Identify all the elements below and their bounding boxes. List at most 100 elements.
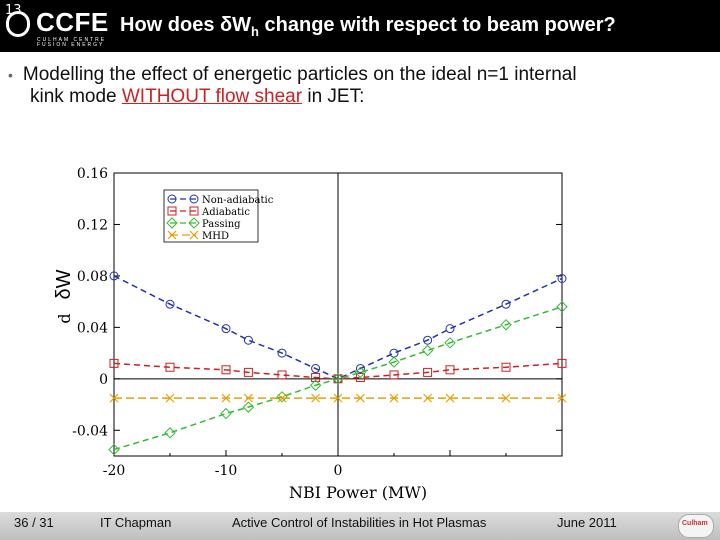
series-mhd-point	[355, 393, 365, 403]
slide-title: How does δWh change with respect to beam…	[120, 14, 716, 39]
y-tick-label: 0	[99, 372, 108, 388]
y-axis-label: δW	[53, 269, 75, 299]
bullet-line-2-pre: kink mode	[30, 86, 122, 108]
plot-frame	[113, 172, 563, 457]
legend-passing-marker-b	[188, 217, 200, 229]
title-subscript: h	[251, 24, 259, 39]
series-mhd-point-b	[311, 393, 321, 403]
series-mhd-point	[557, 393, 567, 403]
slide-header: CCFE CULHAM CENTRE FUSION ENERGY 13 How …	[0, 0, 720, 52]
x-tick-label: -20	[103, 463, 126, 479]
series-passing-line	[113, 306, 563, 451]
series-mhd-point	[243, 393, 253, 403]
footer-logo: Culham	[678, 514, 714, 538]
series-mhd-point-b	[277, 393, 287, 403]
series-adiabatic-line	[113, 362, 563, 380]
legend-non-adiabatic-label: Non-adiabatic	[202, 195, 274, 206]
legend-mhd-marker-b	[167, 230, 177, 240]
series-mhd-point-b	[109, 393, 119, 403]
series-mhd-point-b	[333, 393, 343, 403]
series-non-adiabatic-point	[389, 348, 399, 358]
x-tick-label: 0	[334, 463, 343, 479]
series-mhd-point	[389, 393, 399, 403]
footer-logo-text: Culham	[682, 520, 708, 527]
series-passing-point	[354, 366, 367, 379]
series-adiabatic-point	[311, 373, 321, 383]
series-non-adiabatic-point	[501, 299, 511, 309]
series-mhd-point	[423, 393, 433, 403]
series-mhd-point-b	[423, 393, 433, 403]
series-mhd-point	[165, 393, 175, 403]
legend-adiabatic-marker-b	[189, 206, 199, 216]
series-adiabatic-point	[333, 374, 343, 384]
series-adiabatic-point	[165, 362, 175, 372]
bullet-highlight: WITHOUT flow shear	[121, 86, 303, 108]
series-adiabatic-point	[501, 362, 511, 372]
series-passing-point	[309, 379, 322, 391]
series-mhd-point-b	[389, 393, 399, 403]
legend-non-adiabatic-marker	[167, 194, 177, 204]
series-mhd-point-b	[557, 393, 567, 403]
ccfe-logo: CCFE CULHAM CENTRE FUSION ENERGY	[6, 5, 116, 48]
series-mhd-point	[221, 393, 231, 403]
logo-text: CCFE	[36, 7, 109, 37]
series-non-adiabatic-point	[109, 271, 119, 281]
legend-box	[163, 189, 259, 243]
series-passing-point	[556, 301, 568, 313]
y-tick-label: 0.16	[77, 166, 108, 182]
bullet-line-2-post: in JET:	[302, 86, 365, 108]
series-non-adiabatic-point	[423, 335, 433, 345]
series-passing-point	[332, 373, 344, 385]
footer-talk-title: Active Control of Instabilities in Hot P…	[232, 515, 487, 530]
legend-passing-label: Passing	[202, 219, 241, 230]
series-non-adiabatic-point	[445, 324, 455, 334]
footer-author: IT Chapman	[100, 515, 172, 530]
logo-mark-icon	[6, 11, 30, 37]
series-non-adiabatic-point	[311, 364, 321, 374]
footer-date: June 2011	[557, 515, 617, 530]
series-adiabatic-point	[221, 365, 231, 375]
series-non-adiabatic-point	[333, 374, 343, 384]
legend-mhd-marker-b-b	[189, 230, 199, 240]
series-mhd-point	[277, 393, 287, 403]
y-tick-label: -0.04	[72, 423, 108, 439]
series-mhd-point-b	[243, 393, 253, 403]
bullet-icon: •	[8, 67, 13, 83]
series-non-adiabatic-point	[355, 364, 365, 374]
slide-footer: 36 / 31 IT Chapman Active Control of Ins…	[0, 512, 720, 540]
series-mhd-point-b	[445, 393, 455, 403]
logo-subtitle: CULHAM CENTRE FUSION ENERGY	[37, 37, 107, 48]
legend-adiabatic-label: Adiabatic	[201, 207, 250, 218]
series-passing-point	[500, 319, 512, 331]
series-mhd-point-b	[221, 393, 231, 403]
series-adiabatic-point	[389, 370, 399, 380]
series-adiabatic-point	[355, 373, 365, 383]
x-tick-label: -10	[215, 463, 238, 479]
series-adiabatic-point	[109, 358, 119, 368]
y-tick-label: 0.04	[77, 320, 108, 336]
series-mhd-point	[311, 393, 321, 403]
bullet-line-1: Modelling the effect of energetic partic…	[22, 64, 577, 86]
series-passing-point	[242, 401, 255, 413]
series-passing-point	[164, 427, 176, 439]
slide-number: 13	[5, 3, 22, 18]
series-mhd-point	[445, 393, 455, 403]
series-mhd-point-b	[501, 393, 511, 403]
y-axis-label-prefix: d	[55, 313, 74, 323]
title-pre: How does δW	[120, 14, 252, 36]
series-adiabatic-point	[277, 370, 287, 380]
series-adiabatic-point	[423, 367, 433, 377]
series-non-adiabatic-point	[557, 273, 567, 283]
series-passing-point	[444, 337, 456, 349]
series-adiabatic-point	[557, 358, 567, 368]
series-adiabatic-point	[445, 365, 455, 375]
series-passing-point	[421, 344, 434, 357]
bullet-point: • Modelling the effect of energetic parti…	[8, 64, 708, 108]
series-passing-point	[220, 407, 232, 420]
legend-mhd-marker-b	[189, 230, 199, 240]
legend-passing-marker	[166, 217, 178, 229]
title-post: change with respect to beam power?	[258, 14, 616, 36]
series-mhd-point	[333, 393, 343, 403]
series-adiabatic-point	[243, 367, 253, 377]
series-mhd-point-b	[355, 393, 365, 403]
